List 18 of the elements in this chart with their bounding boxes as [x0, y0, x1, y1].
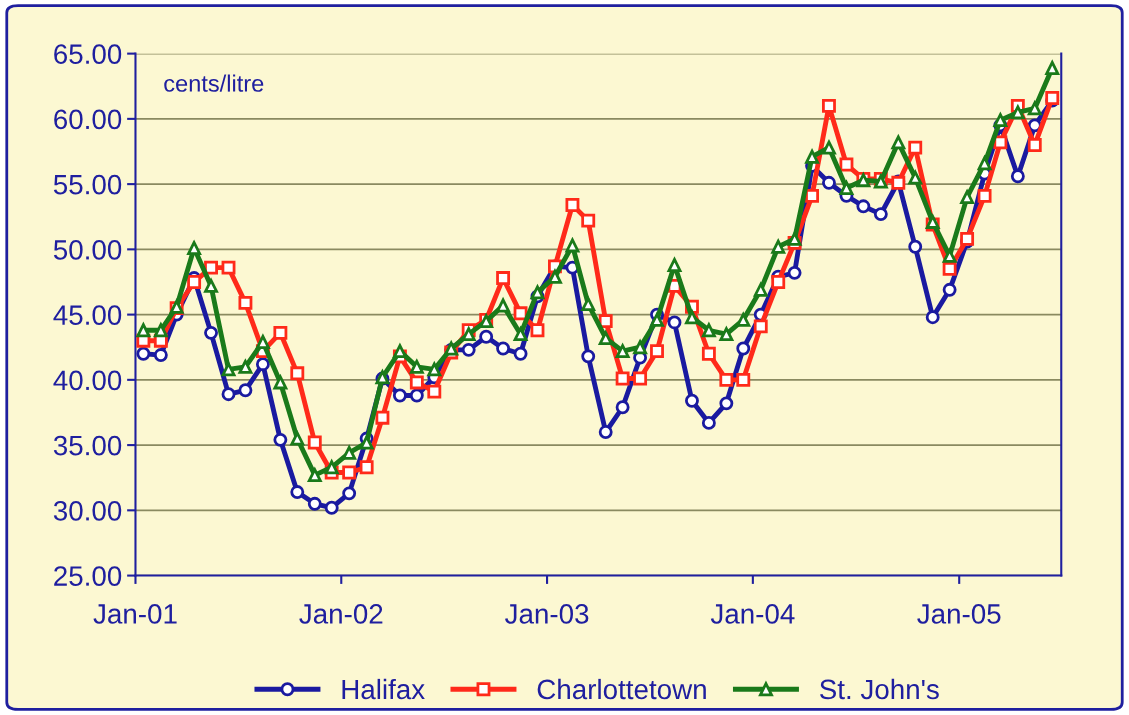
y-tick-label: 65.00	[54, 44, 122, 64]
y-tick-label: 60.00	[54, 109, 122, 130]
annotation: cents/litre	[164, 74, 264, 92]
x-tick-label: Jan-01	[93, 604, 177, 624]
y-tick-label: 40.00	[53, 370, 122, 391]
y-tick-label: 50.00	[53, 240, 122, 260]
legend-label: St. John's	[820, 678, 939, 700]
legend-label: Charlottetown	[537, 678, 706, 700]
x-tick-label: Jan-05	[917, 604, 1001, 624]
y-tick-label: 30.00	[53, 501, 122, 521]
legend-label: Halifax	[342, 678, 425, 700]
y-tick-label: 25.00	[54, 566, 122, 586]
x-tick-label: Jan-03	[505, 604, 589, 624]
y-tick-label: 35.00	[53, 435, 122, 456]
y-tick-label: 45.00	[53, 305, 122, 325]
x-tick-label: Jan-02	[299, 604, 383, 624]
x-tick-label: Jan-04	[710, 604, 795, 624]
y-tick-label: 55.00	[53, 174, 122, 195]
